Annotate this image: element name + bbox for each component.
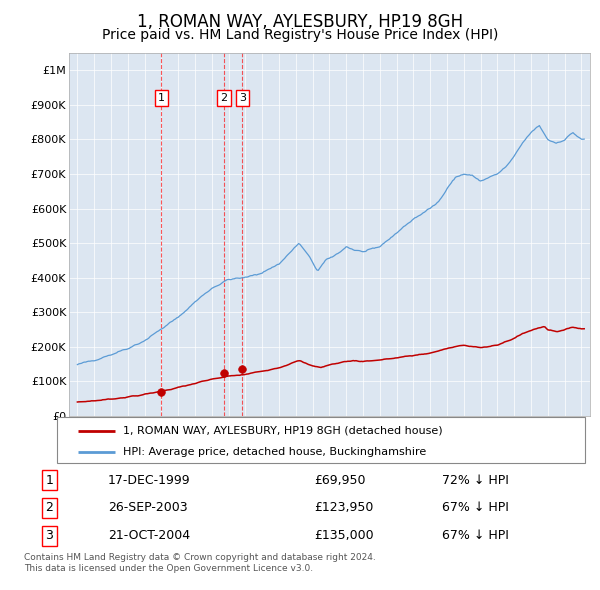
FancyBboxPatch shape [57, 417, 585, 463]
Text: 1, ROMAN WAY, AYLESBURY, HP19 8GH: 1, ROMAN WAY, AYLESBURY, HP19 8GH [137, 13, 463, 31]
Text: 17-DEC-1999: 17-DEC-1999 [108, 474, 190, 487]
Text: 21-OCT-2004: 21-OCT-2004 [108, 529, 190, 542]
Text: 26-SEP-2003: 26-SEP-2003 [108, 502, 187, 514]
Text: HPI: Average price, detached house, Buckinghamshire: HPI: Average price, detached house, Buck… [123, 447, 426, 457]
Text: 72% ↓ HPI: 72% ↓ HPI [443, 474, 509, 487]
Text: 67% ↓ HPI: 67% ↓ HPI [443, 529, 509, 542]
Text: £123,950: £123,950 [314, 502, 374, 514]
Text: Contains HM Land Registry data © Crown copyright and database right 2024.
This d: Contains HM Land Registry data © Crown c… [24, 553, 376, 573]
Text: Price paid vs. HM Land Registry's House Price Index (HPI): Price paid vs. HM Land Registry's House … [102, 28, 498, 42]
Text: 3: 3 [45, 529, 53, 542]
Text: 1, ROMAN WAY, AYLESBURY, HP19 8GH (detached house): 1, ROMAN WAY, AYLESBURY, HP19 8GH (detac… [123, 426, 443, 436]
Text: 1: 1 [158, 93, 165, 103]
Text: 67% ↓ HPI: 67% ↓ HPI [443, 502, 509, 514]
Text: 3: 3 [239, 93, 246, 103]
Text: 2: 2 [45, 502, 53, 514]
Text: 1: 1 [45, 474, 53, 487]
Text: £69,950: £69,950 [314, 474, 365, 487]
Text: 2: 2 [221, 93, 227, 103]
Text: £135,000: £135,000 [314, 529, 374, 542]
